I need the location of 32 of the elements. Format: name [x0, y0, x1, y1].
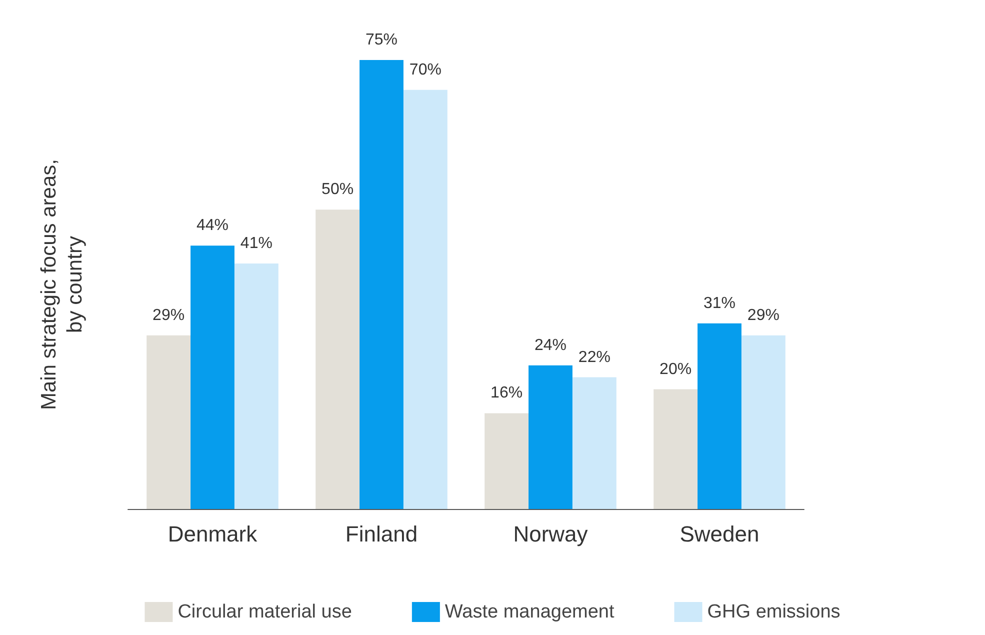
bar [403, 90, 448, 509]
data-label: 24% [534, 336, 567, 354]
legend-label: Circular material use [178, 602, 352, 622]
bar [698, 323, 742, 509]
x-tick-label: Norway [513, 522, 588, 546]
legend-label: Waste management [444, 602, 615, 622]
bar [741, 335, 786, 509]
data-label: 22% [578, 348, 610, 366]
bar [360, 60, 404, 509]
data-label: 44% [196, 217, 229, 234]
data-label: 70% [409, 61, 442, 78]
data-label: 31% [703, 294, 736, 312]
data-label: 75% [365, 32, 398, 48]
legend-label: GHG emissions [707, 602, 840, 622]
x-tick-label: Finland [345, 522, 418, 546]
data-label: 41% [240, 235, 272, 252]
bar [190, 246, 234, 509]
x-tick-label: Denmark [168, 522, 258, 546]
data-label: 29% [152, 306, 185, 324]
data-label: 20% [660, 360, 692, 378]
bar [528, 365, 572, 509]
bar [484, 413, 529, 509]
bar [572, 377, 616, 509]
bar [146, 335, 191, 509]
data-label: 29% [747, 306, 780, 324]
data-label: 16% [490, 384, 523, 402]
x-tick-label: Sweden [680, 522, 760, 546]
bar [654, 389, 698, 509]
y-axis-title: Main strategic focus areas, by country [38, 159, 86, 410]
bar [316, 210, 360, 509]
data-label: 50% [322, 181, 354, 198]
bar [234, 264, 278, 509]
